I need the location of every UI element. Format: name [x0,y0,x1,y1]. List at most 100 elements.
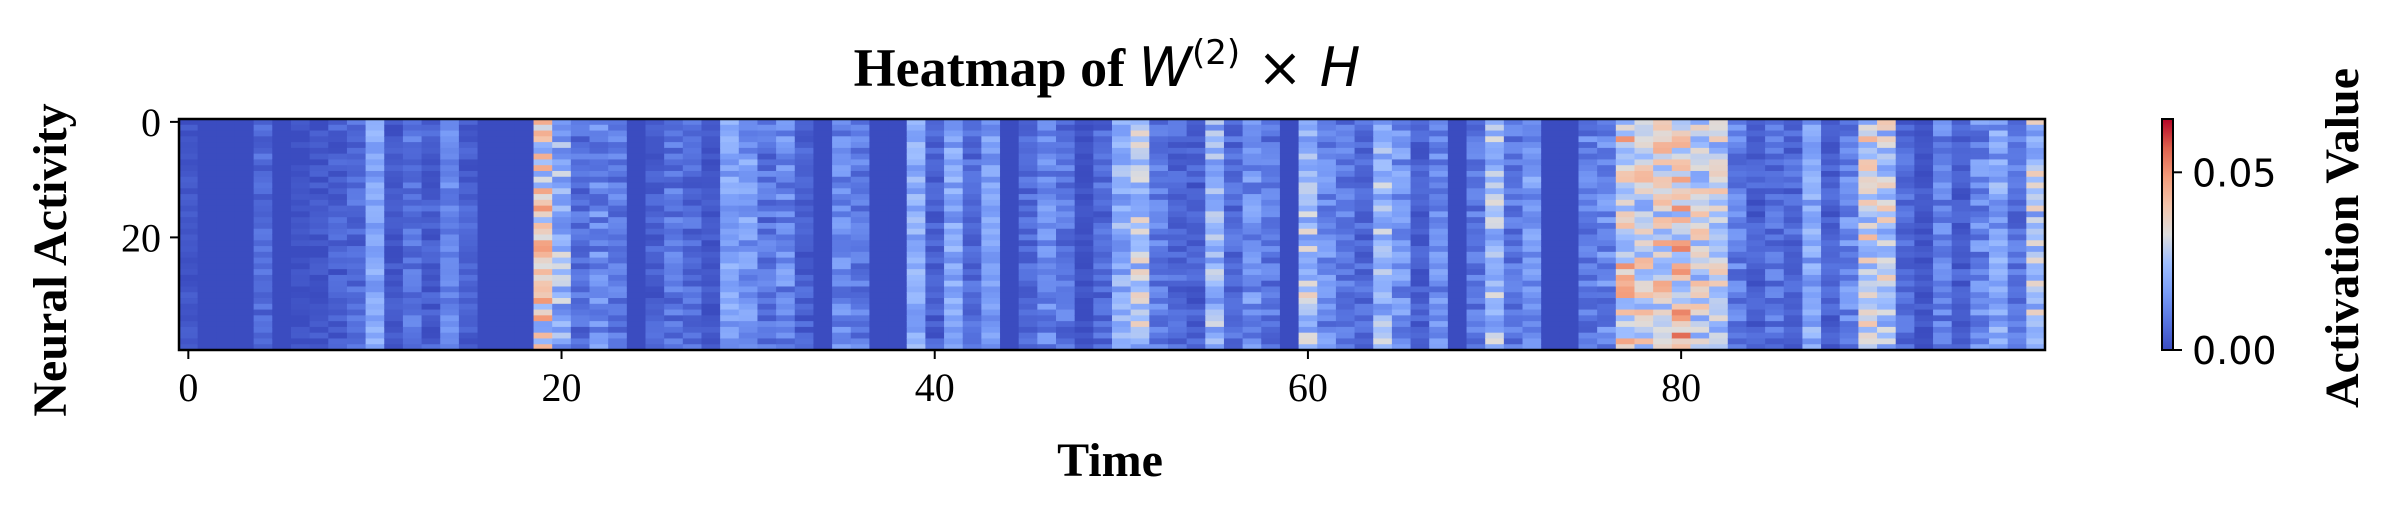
heatmap-cell [776,130,796,137]
heatmap-cell [1821,205,1841,213]
heatmap-cell [1354,153,1374,161]
heatmap-cell [1914,321,1934,328]
heatmap-cell [720,303,740,311]
heatmap-cell [1130,326,1150,334]
heatmap-cell [1727,298,1748,305]
heatmap-cell [1000,124,1020,132]
heatmap-cell [514,269,535,276]
heatmap-cell [1074,309,1094,316]
heatmap-cell [253,257,273,264]
heatmap-cell [570,298,591,305]
heatmap-cell [1970,136,1990,143]
heatmap-cell [1167,211,1188,218]
heatmap-cell [346,217,367,224]
heatmap-cell [888,309,908,316]
heatmap-cell [1765,257,1785,264]
heatmap-cell [1354,332,1374,340]
heatmap-cell [496,194,516,201]
heatmap-cell [813,269,833,276]
colorbar [2161,118,2174,351]
heatmap-cell [1373,298,1393,305]
heatmap-cell [776,332,796,340]
heatmap-cell [1933,188,1953,195]
heatmap-cell [1503,338,1524,345]
heatmap-cell [1093,292,1113,299]
heatmap-cell [1335,309,1356,316]
heatmap-cell [1839,344,1859,351]
heatmap-cell [888,119,908,126]
heatmap-cell [1261,199,1281,207]
heatmap-cell [1802,286,1822,293]
heatmap-cell [757,246,777,253]
heatmap-cell [1149,194,1169,201]
heatmap-cell [1802,338,1822,345]
heatmap-cell [2007,147,2027,155]
heatmap-cell [346,298,367,305]
heatmap-cell [1522,182,1542,189]
heatmap-cell [272,228,292,236]
heatmap-cell [477,298,497,305]
heatmap-cell [1541,338,1561,345]
heatmap-cell [1205,298,1225,305]
heatmap-cell [626,199,647,207]
heatmap-cell [1541,211,1561,218]
heatmap-cell [1653,205,1673,213]
heatmap-cell [645,326,665,334]
heatmap-cell [179,292,199,299]
heatmap-cell [664,147,684,155]
heatmap-cell [1466,142,1486,149]
heatmap-cell [234,269,255,276]
heatmap-cell [1298,176,1318,184]
heatmap-cell [346,280,367,288]
heatmap-cell [1186,292,1206,299]
heatmap-cell [1989,303,2009,311]
heatmap-cell [514,130,535,137]
heatmap-cell [234,124,255,132]
heatmap-cell [1000,321,1020,328]
heatmap-cell [1597,119,1617,126]
heatmap-cell [869,176,889,184]
heatmap-cell [664,199,684,207]
heatmap-cell [253,263,273,270]
heatmap-cell [514,124,535,132]
heatmap-cell [869,303,889,311]
heatmap-cell [1093,170,1113,178]
heatmap-cell [1410,292,1430,299]
heatmap-cell [402,217,423,224]
heatmap-cell [234,315,255,322]
heatmap-cell [850,309,871,316]
heatmap-cell [869,130,889,137]
heatmap-cell [608,298,628,305]
heatmap-cell [1074,303,1094,311]
heatmap-cell [981,292,1001,299]
heatmap-cell [272,130,292,137]
heatmap-cell [645,136,665,143]
heatmap-cell [1839,315,1859,322]
heatmap-cell [906,315,926,322]
heatmap-cell [813,182,833,189]
heatmap-cell [1783,222,1804,230]
heatmap-cell [1821,176,1841,184]
heatmap-cell [234,240,255,247]
heatmap-cell [1839,222,1859,230]
heatmap-cell [328,199,348,207]
heatmap-cell [1373,228,1393,236]
heatmap-cell [682,194,703,201]
heatmap-cell [1018,142,1038,149]
heatmap-cell [1597,217,1617,224]
heatmap-cell [906,321,926,328]
heatmap-cell [701,228,721,236]
heatmap-cell [2026,246,2046,253]
heatmap-cell [570,269,591,276]
heatmap-cell [365,309,385,316]
heatmap-cell [2026,153,2046,161]
heatmap-cell [253,309,273,316]
heatmap-cell [2007,211,2027,218]
heatmap-cell [1503,321,1524,328]
heatmap-cell [1335,217,1356,224]
heatmap-cell [1559,251,1580,259]
heatmap-cell [738,211,759,218]
heatmap-cell [1970,165,1990,172]
heatmap-cell [906,257,926,264]
heatmap-cell [1279,246,1300,253]
